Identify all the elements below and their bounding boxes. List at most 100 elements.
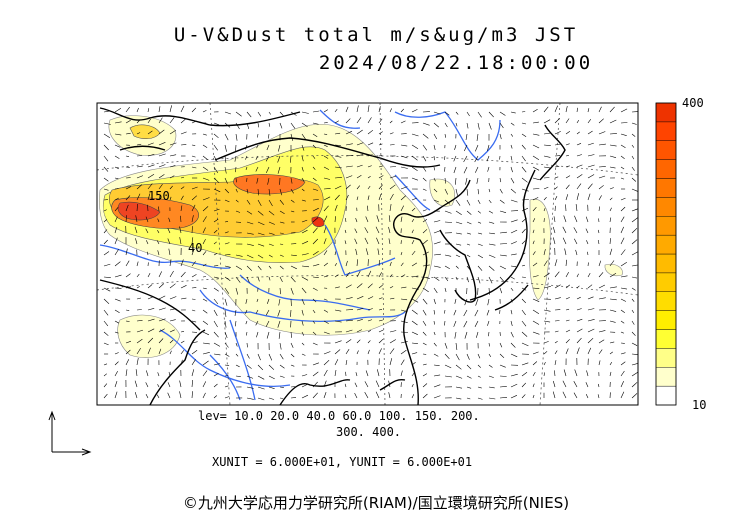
wind-vector bbox=[290, 265, 297, 270]
wind-vector bbox=[499, 353, 505, 359]
wind-vector bbox=[422, 309, 427, 316]
wind-vector bbox=[620, 370, 625, 377]
wind-vector bbox=[103, 177, 109, 182]
wind-vector bbox=[488, 375, 494, 378]
wind-vector bbox=[114, 370, 118, 377]
wind-vector bbox=[576, 143, 582, 146]
wind-vector bbox=[433, 364, 440, 366]
wind-vector bbox=[510, 241, 517, 245]
wind-vector bbox=[147, 284, 153, 289]
wind-vector bbox=[312, 199, 319, 201]
wind-vector bbox=[136, 297, 141, 300]
wind-vector bbox=[587, 262, 589, 267]
wind-vector bbox=[158, 338, 164, 344]
wind-vector bbox=[422, 331, 427, 336]
wind-vector bbox=[213, 166, 219, 174]
levels-line-1: lev= 10.0 20.0 40.0 60.0 100. 150. 200. bbox=[198, 409, 480, 423]
wind-vector bbox=[609, 217, 612, 223]
wind-vector bbox=[180, 131, 187, 135]
wind-vector bbox=[411, 133, 419, 137]
wind-vector bbox=[103, 122, 111, 125]
wind-vector bbox=[202, 227, 206, 234]
wind-vector bbox=[378, 272, 382, 278]
wind-vector bbox=[213, 276, 219, 279]
wind-vector bbox=[213, 353, 221, 356]
wind-vector bbox=[477, 122, 480, 130]
wind-vector bbox=[466, 254, 471, 258]
wind-vector bbox=[191, 195, 198, 201]
wind-vector bbox=[323, 320, 329, 324]
wind-vector bbox=[136, 338, 143, 344]
wind-vector bbox=[345, 284, 352, 289]
wind-vector bbox=[389, 184, 396, 190]
wind-vector bbox=[334, 144, 341, 146]
wind-vector bbox=[345, 106, 349, 113]
wind-vector bbox=[191, 359, 196, 366]
wind-vector bbox=[169, 175, 175, 179]
wind-vector bbox=[631, 133, 636, 137]
wind-vector bbox=[521, 188, 529, 192]
wind-vector bbox=[521, 207, 529, 212]
wind-vector bbox=[488, 188, 491, 193]
wind-vector bbox=[466, 188, 469, 196]
wind-vector bbox=[323, 331, 330, 335]
wind-vector bbox=[158, 174, 165, 179]
wind-vector bbox=[235, 122, 240, 130]
wind-vector bbox=[422, 144, 428, 151]
contour-label-40: 40 bbox=[188, 241, 202, 255]
wind-vector bbox=[290, 276, 296, 283]
wind-vector bbox=[433, 309, 435, 315]
colorbar-swatch bbox=[655, 253, 677, 274]
wind-vector bbox=[510, 342, 516, 348]
wind-vector bbox=[521, 276, 526, 278]
wind-vector bbox=[609, 106, 615, 113]
wind-vector bbox=[114, 166, 120, 170]
wind-vector bbox=[245, 320, 248, 325]
wind-vector bbox=[213, 395, 217, 399]
wind-vector bbox=[521, 240, 526, 245]
wind-vector bbox=[378, 329, 384, 333]
wind-vector bbox=[499, 364, 506, 368]
wind-vector bbox=[488, 364, 493, 368]
wind-vector bbox=[114, 197, 119, 201]
wind-vector bbox=[114, 391, 118, 399]
wind-vector bbox=[114, 274, 122, 278]
wind-vector bbox=[224, 331, 228, 339]
wind-vector bbox=[257, 133, 259, 138]
wind-vector bbox=[125, 106, 130, 113]
wind-vector bbox=[103, 144, 109, 151]
wind-vector bbox=[256, 144, 259, 149]
wind-vector bbox=[574, 369, 578, 377]
wind-vector bbox=[576, 131, 580, 135]
wind-vector bbox=[114, 226, 118, 234]
wind-vector bbox=[256, 331, 259, 338]
wind-vector bbox=[455, 364, 462, 370]
wind-vector bbox=[510, 298, 513, 303]
wind-vector bbox=[631, 177, 637, 182]
wind-vector bbox=[565, 194, 569, 201]
unit-line: XUNIT = 6.000E+01, YUNIT = 6.000E+01 bbox=[212, 455, 473, 469]
wind-vector bbox=[631, 287, 636, 291]
wind-vector bbox=[411, 109, 418, 113]
wind-vector bbox=[543, 208, 546, 212]
wind-vector bbox=[224, 122, 231, 128]
wind-vector bbox=[521, 166, 527, 173]
wind-vector bbox=[136, 203, 138, 212]
wind-vector bbox=[213, 188, 221, 193]
wind-vector bbox=[345, 360, 348, 366]
wind-vector bbox=[125, 320, 130, 322]
wind-vector bbox=[576, 273, 579, 278]
wind-vector bbox=[367, 117, 372, 124]
map-datetime: 2024/08/22.18:00:00 bbox=[318, 52, 594, 74]
wind-vector bbox=[532, 144, 540, 149]
wind-vector bbox=[136, 165, 143, 168]
wind-vector bbox=[168, 248, 171, 256]
wind-vector bbox=[411, 309, 418, 315]
wind-vector bbox=[136, 107, 139, 113]
wind-vector bbox=[224, 265, 231, 268]
wind-vector bbox=[134, 380, 138, 388]
wind-vector bbox=[620, 287, 628, 290]
wind-vector bbox=[257, 199, 262, 207]
wind-vector bbox=[554, 196, 558, 201]
wind-vector bbox=[620, 206, 626, 212]
